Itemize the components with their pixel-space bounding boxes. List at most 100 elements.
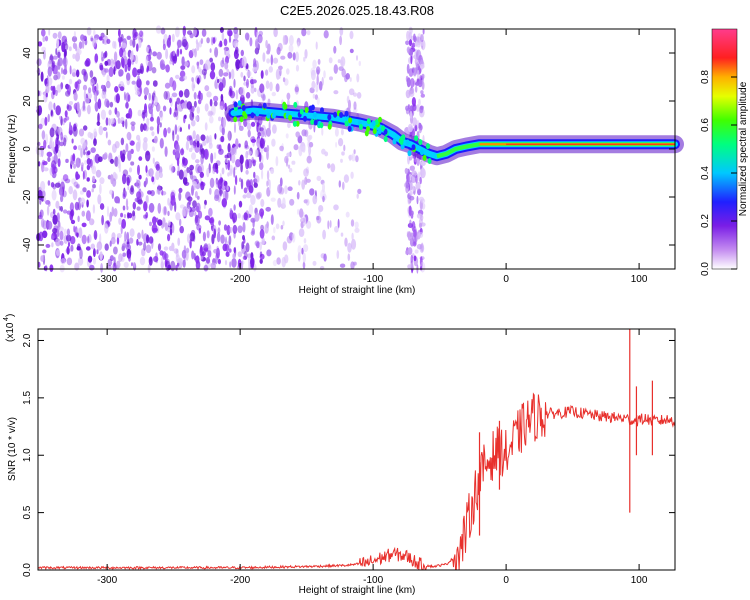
noise-speck (176, 157, 180, 167)
noise-speck (406, 63, 410, 74)
noise-speck (122, 205, 126, 211)
noise-speck (76, 101, 80, 112)
noise-speck (222, 117, 226, 129)
noise-speck (128, 167, 133, 173)
y-tick-label: 0.5 (22, 505, 33, 519)
noise-speck (194, 211, 197, 217)
noise-speck (118, 69, 124, 77)
noise-speck (255, 31, 258, 42)
noise-speck (47, 220, 53, 230)
noise-speck (82, 170, 85, 180)
noise-speck (339, 263, 346, 268)
noise-speck (156, 124, 160, 135)
noise-speck (178, 169, 184, 180)
noise-speck (262, 94, 266, 101)
noise-speck (220, 135, 225, 143)
noise-speck (316, 175, 322, 182)
noise-speck (343, 144, 346, 152)
noise-speck (261, 237, 265, 246)
noise-speck (132, 38, 136, 48)
noise-speck (69, 121, 72, 130)
noise-speck (73, 145, 77, 150)
noise-speck (295, 131, 301, 138)
noise-speck (412, 67, 418, 76)
noise-speck (186, 101, 192, 110)
noise-speck (59, 141, 65, 147)
noise-speck (199, 144, 203, 153)
noise-speck (240, 178, 244, 190)
ridge-blob (327, 123, 332, 130)
noise-speck (251, 159, 257, 164)
noise-speck (338, 138, 344, 147)
noise-speck (164, 146, 168, 158)
noise-speck (187, 30, 193, 35)
noise-speck (224, 158, 229, 164)
noise-speck (420, 242, 424, 252)
noise-speck (414, 249, 419, 254)
noise-speck (181, 102, 187, 109)
noise-speck (336, 250, 340, 259)
noise-speck (248, 204, 254, 216)
noise-speck (44, 78, 49, 84)
noise-speck (191, 119, 196, 127)
noise-speck (79, 197, 86, 205)
noise-speck (265, 69, 269, 76)
noise-speck (40, 218, 45, 228)
noise-speck (193, 27, 197, 37)
noise-speck (148, 92, 151, 101)
noise-speck (72, 42, 77, 49)
noise-speck (77, 79, 82, 85)
noise-speck (93, 230, 98, 240)
noise-speck (191, 77, 194, 82)
ridge-blob (262, 102, 267, 109)
noise-speck (149, 221, 152, 227)
noise-speck (109, 240, 112, 247)
noise-speck (408, 39, 413, 47)
noise-speck (114, 141, 120, 149)
noise-speck (60, 131, 64, 141)
ridge-blob (399, 139, 404, 145)
noise-speck (91, 188, 94, 193)
noise-speck (175, 74, 180, 79)
noise-speck (202, 231, 206, 242)
noise-speck (71, 138, 74, 144)
noise-speck (136, 78, 142, 88)
noise-speck (148, 168, 154, 177)
noise-speck (136, 43, 139, 52)
noise-speck (347, 242, 352, 253)
colorbar-tick-label: 0.2 (700, 214, 711, 228)
noise-speck (128, 108, 133, 119)
noise-speck (279, 177, 283, 187)
ridge-blob (374, 119, 379, 126)
ridge-blob (378, 116, 382, 123)
noise-speck (172, 130, 175, 142)
noise-speck (405, 179, 409, 189)
ridge-blob (339, 112, 344, 118)
noise-speck (232, 224, 238, 234)
noise-speck (57, 31, 62, 39)
colorbar-tick-label: 0.8 (700, 70, 711, 84)
noise-speck (70, 209, 75, 217)
noise-speck (196, 77, 200, 85)
noise-speck (305, 166, 310, 174)
noise-speck (246, 192, 252, 199)
noise-speck (356, 73, 360, 83)
noise-speck (75, 173, 81, 180)
noise-speck (131, 124, 135, 132)
noise-speck (176, 97, 181, 105)
noise-speck (122, 120, 125, 128)
noise-speck (245, 169, 249, 175)
noise-speck (42, 190, 46, 199)
noise-speck (120, 150, 123, 159)
noise-speck (39, 198, 42, 205)
noise-speck (40, 147, 44, 158)
noise-speck (242, 194, 247, 199)
noise-speck (289, 198, 295, 206)
noise-speck (99, 36, 103, 41)
noise-speck (306, 135, 311, 142)
noise-speck (287, 186, 293, 191)
noise-speck (234, 175, 238, 186)
noise-speck (409, 195, 415, 201)
noise-speck (118, 37, 122, 48)
